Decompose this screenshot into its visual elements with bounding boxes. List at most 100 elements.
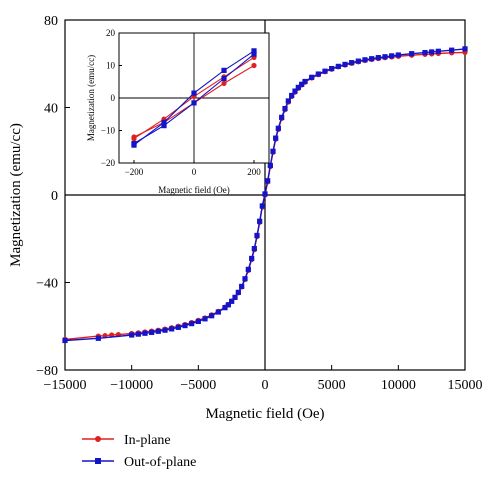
main-y-tick-label: −80 (36, 364, 58, 379)
main-point-out-of-plane (262, 191, 268, 197)
main-ticks: −15000 −10000 −5000 0 5000 10000 15000 −80 −40 0 4… (36, 14, 482, 393)
main-point-out-of-plane (362, 57, 368, 63)
main-point-out-of-plane (267, 162, 273, 169)
main-point-out-of-plane (95, 335, 101, 341)
main-point-out-of-plane (189, 321, 195, 327)
main-point-out-of-plane (155, 328, 161, 334)
inset-point-out-of-plane (251, 48, 257, 54)
main-point-out-of-plane (335, 63, 341, 69)
inset-y-tick-label: −10 (101, 126, 116, 136)
inset-x-tick-label: −200 (125, 167, 144, 177)
inset-point-out-of-plane (191, 90, 197, 96)
legend: In-plane Out-of-plane (82, 433, 196, 470)
main-point-out-of-plane (275, 125, 281, 131)
main-point-out-of-plane (162, 327, 168, 333)
main-point-out-of-plane (222, 305, 228, 311)
legend-in-plane-marker (95, 436, 101, 442)
main-point-out-of-plane (389, 53, 395, 59)
main-x-tick-label: 5000 (318, 378, 346, 393)
main-point-out-of-plane (302, 78, 308, 85)
main-point-out-of-plane (215, 309, 221, 315)
main-point-out-of-plane (342, 61, 348, 68)
legend-out-of-plane-label: Out-of-plane (124, 455, 196, 470)
main-point-out-of-plane (257, 218, 263, 224)
main-point-out-of-plane (309, 74, 315, 80)
main-point-out-of-plane (245, 266, 251, 272)
main-point-out-of-plane (232, 294, 238, 300)
main-series-group (62, 46, 468, 344)
main-point-out-of-plane (409, 51, 415, 57)
main-point-out-of-plane (279, 114, 285, 120)
main-x-tick-label: −10000 (110, 378, 153, 393)
inset-ticks: −200 0 200 −20 −10 0 10 20 (101, 28, 261, 177)
inset-point-out-of-plane (161, 119, 167, 125)
inset-y-tick-label: −20 (101, 158, 116, 168)
main-point-out-of-plane (202, 316, 208, 322)
main-point-out-of-plane (292, 88, 298, 94)
main-x-tick-label: 10000 (381, 378, 416, 393)
inset-x-axis-title: Magnetic field (Oe) (158, 185, 229, 195)
main-point-out-of-plane (355, 58, 361, 64)
inset-y-tick-label: 10 (106, 61, 116, 71)
main-y-tick-label: 40 (44, 101, 58, 116)
main-x-axis-title: Magnetic field (Oe) (205, 406, 324, 422)
main-point-out-of-plane (129, 332, 135, 338)
main-point-out-of-plane (239, 283, 245, 290)
main-point-out-of-plane (282, 105, 288, 112)
inset-y-tick-label: 20 (106, 28, 116, 38)
main-point-out-of-plane (422, 49, 428, 56)
main-point-out-of-plane (449, 47, 455, 53)
main-point-out-of-plane (254, 232, 260, 239)
main-y-tick-label: 0 (51, 189, 58, 204)
inset-point-out-of-plane (221, 67, 227, 73)
main-point-out-of-plane (289, 92, 295, 99)
main-point-out-of-plane (382, 54, 388, 60)
inset-point-in-plane (251, 62, 257, 69)
inset-point-out-of-plane (221, 75, 227, 82)
main-point-out-of-plane (375, 55, 381, 61)
main-y-tick-label: −40 (36, 276, 58, 291)
main-series-out-of-plane-1 (62, 46, 468, 344)
main-point-out-of-plane (195, 318, 201, 325)
main-point-out-of-plane (135, 331, 141, 337)
main-point-out-of-plane (229, 298, 235, 304)
main-point-out-of-plane (462, 46, 468, 52)
main-point-out-of-plane (295, 84, 301, 90)
inset-y-tick-label: 0 (111, 93, 116, 103)
main-point-out-of-plane (62, 337, 68, 344)
main-point-out-of-plane (142, 330, 148, 336)
main-point-out-of-plane (209, 313, 215, 319)
inset-series-out-of-plane-3 (131, 48, 257, 148)
inset-x-tick-label: 200 (247, 167, 261, 177)
inset-point-in-plane (221, 80, 227, 86)
inset-point-out-of-plane (251, 51, 257, 57)
main-x-tick-label: 15000 (448, 378, 483, 393)
main-point-out-of-plane (369, 56, 375, 62)
legend-in-plane-label: In-plane (124, 433, 171, 448)
inset-point-out-of-plane (161, 123, 167, 129)
main-point-out-of-plane (169, 326, 175, 332)
inset-point-in-plane (131, 136, 137, 142)
main-point-out-of-plane (315, 71, 321, 77)
inset-point-out-of-plane (131, 142, 137, 148)
main-y-axis-title: Magnetization (emu/cc) (8, 123, 24, 267)
main-point-out-of-plane (322, 68, 328, 74)
main-point-out-of-plane (329, 65, 335, 72)
main-point-out-of-plane (429, 49, 435, 55)
main-x-tick-label: −15000 (44, 378, 87, 393)
main-point-out-of-plane (285, 98, 291, 104)
main-point-out-of-plane (225, 302, 231, 308)
inset-x-tick-label: 0 (192, 167, 197, 177)
main-point-out-of-plane (175, 324, 181, 330)
main-point-out-of-plane (265, 178, 271, 184)
main-point-out-of-plane (182, 322, 188, 329)
main-x-tick-label: 0 (262, 378, 269, 393)
main-y-tick-label: 80 (44, 14, 58, 29)
main-point-out-of-plane (242, 276, 248, 282)
main-point-out-of-plane (259, 203, 265, 209)
inset-y-axis-title: Magnetization (emu/cc) (86, 55, 96, 141)
main-point-out-of-plane (349, 60, 355, 66)
main-x-tick-label: −5000 (180, 378, 216, 393)
main-point-out-of-plane (395, 52, 401, 58)
